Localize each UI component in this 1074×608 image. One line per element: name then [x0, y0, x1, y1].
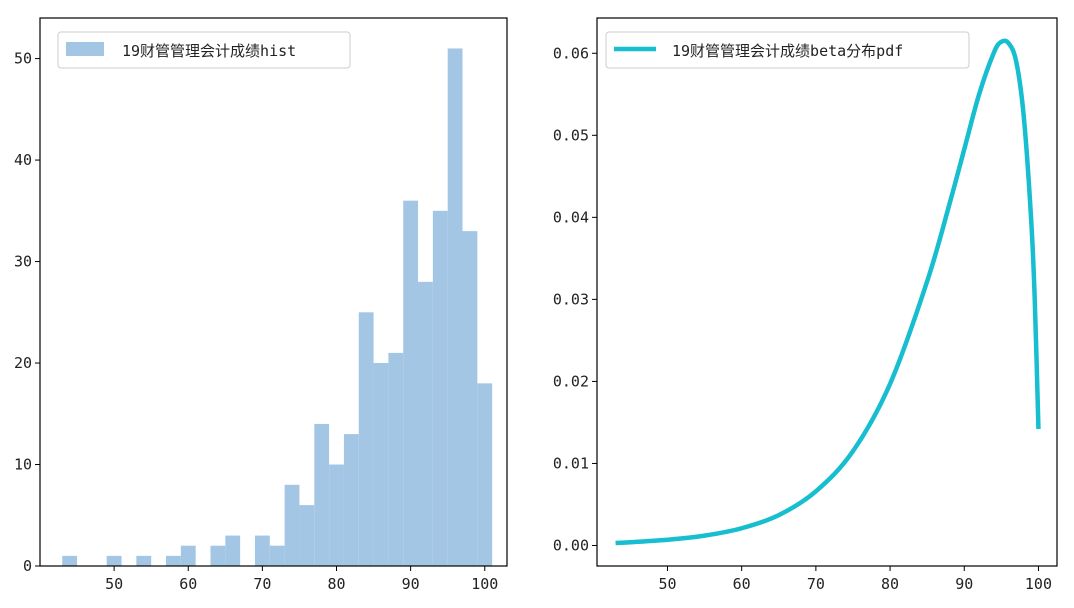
histogram-bar	[462, 231, 478, 566]
pdf-x-ticks: 50 60 70 80 90 100	[658, 566, 1052, 593]
pdf-legend-box	[605, 31, 970, 69]
pdf-x-tick-label: 70	[807, 575, 825, 593]
histogram-y-ticks: 0 10 20 30 40 50	[14, 50, 40, 575]
histogram-bar	[136, 555, 152, 566]
pdf-y-tick-label: 0.02	[553, 372, 589, 390]
pdf-y-tick-label: 0.06	[553, 44, 589, 62]
histogram-legend: 19财管管理会计成绩hist	[57, 31, 351, 69]
histogram-bar	[269, 545, 285, 566]
histogram-legend-label: 19财管管理会计成绩hist	[122, 42, 296, 60]
histogram-y-tick-label: 30	[14, 253, 32, 271]
pdf-x-tick-label: 60	[733, 575, 751, 593]
histogram-panel: 50 60 70 80 90 100 0 10 20 30 40 50 19财管管理会计成绩hist	[14, 17, 508, 593]
pdf-legend: 19财管管理会计成绩beta分布pdf	[605, 31, 970, 69]
histogram-bar	[62, 555, 78, 566]
histogram-legend-box	[57, 31, 351, 69]
histogram-bar	[343, 434, 359, 566]
histogram-x-tick-label: 70	[253, 575, 271, 593]
histogram-bar	[447, 48, 463, 566]
histogram-bar	[166, 555, 181, 566]
pdf-panel: 50 60 70 80 90 100 0.000.010.020.030.040.050.…	[553, 17, 1058, 593]
histogram-y-tick-label: 50	[14, 50, 32, 68]
histogram-axes-frame	[39, 17, 508, 567]
histogram-legend-swatch	[66, 42, 104, 56]
histogram-bar	[418, 281, 433, 566]
histogram-bar	[477, 383, 493, 566]
histogram-x-tick-label: 60	[179, 575, 197, 593]
histogram-x-tick-label: 80	[327, 575, 345, 593]
histogram-y-tick-label: 20	[14, 354, 32, 372]
pdf-y-ticks: 0.00 0.01 0.02 0.03 0.04 0.05 0.06	[553, 44, 597, 554]
histogram-bar	[284, 484, 300, 566]
histogram-bar	[210, 545, 226, 566]
pdf-x-tick-label: 50	[658, 575, 676, 593]
histogram-bar	[388, 352, 404, 566]
pdf-y-tick-label: 0.05	[553, 126, 589, 144]
histogram-bar	[314, 423, 330, 566]
pdf-y-tick-label: 0.03	[553, 290, 589, 308]
histogram-x-tick-label: 90	[402, 575, 420, 593]
pdf-x-tick-label: 80	[881, 575, 899, 593]
histogram-x-ticks: 50 60 70 80 90 100	[105, 566, 498, 593]
pdf-axes-frame	[596, 17, 1058, 567]
histogram-y-tick-label: 0	[23, 557, 32, 575]
histogram-y-tick-label: 10	[14, 456, 32, 474]
pdf-y-tick-label: 0.04	[553, 208, 589, 226]
histogram-y-tick-label: 40	[14, 151, 32, 169]
histogram-bar	[329, 464, 344, 566]
pdf-series-line	[615, 38, 1041, 546]
pdf-y-tick-label: 0.00	[553, 536, 589, 554]
histogram-bars	[62, 48, 493, 566]
histogram-bar	[180, 545, 196, 566]
pdf-x-tick-label: 100	[1025, 575, 1052, 593]
histogram-bar	[403, 200, 419, 566]
pdf-y-tick-label: 0.01	[553, 454, 589, 472]
pdf-x-tick-label: 90	[955, 575, 973, 593]
histogram-bar	[358, 312, 374, 566]
histogram-x-tick-label: 50	[105, 575, 123, 593]
pdf-legend-label: 19财管管理会计成绩beta分布pdf	[672, 42, 903, 60]
histogram-bar	[373, 363, 389, 566]
histogram-x-tick-label: 100	[471, 575, 498, 593]
histogram-bar	[254, 535, 270, 566]
histogram-bar	[106, 555, 122, 566]
histogram-bar	[299, 505, 315, 566]
histogram-bar	[225, 535, 241, 566]
histogram-bar	[432, 210, 448, 566]
